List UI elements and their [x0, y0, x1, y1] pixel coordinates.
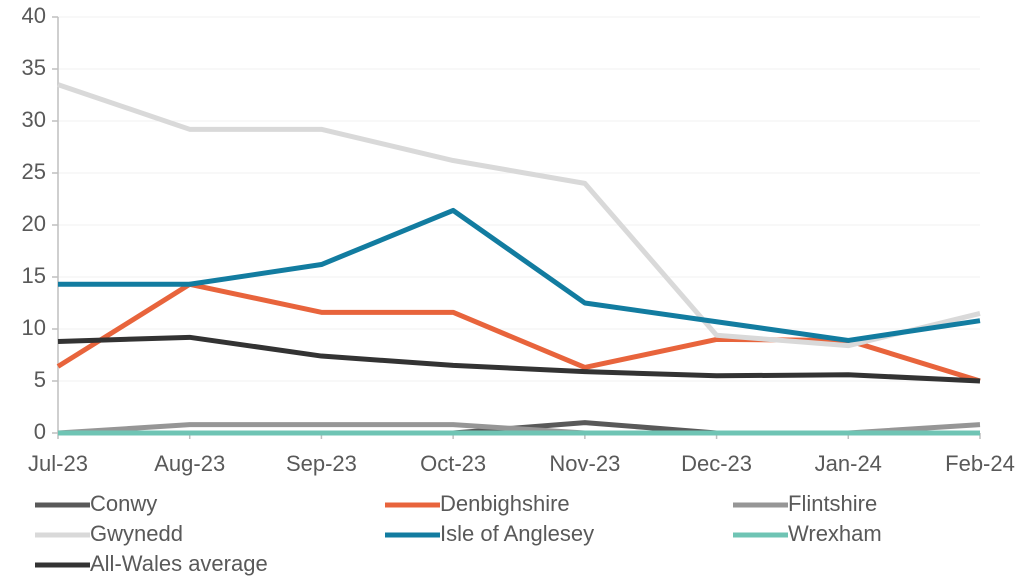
x-tick-label: Jul-23	[28, 451, 88, 476]
y-tick-label: 35	[22, 55, 46, 80]
legend-label: Wrexham	[788, 521, 882, 546]
x-tick-label: Sep-23	[286, 451, 357, 476]
y-tick-label: 10	[22, 315, 46, 340]
y-tick-label: 15	[22, 263, 46, 288]
x-tick-label: Oct-23	[420, 451, 486, 476]
x-tick-label: Dec-23	[681, 451, 752, 476]
legend-label: Isle of Anglesey	[440, 521, 594, 546]
x-tick-label: Aug-23	[154, 451, 225, 476]
y-tick-label: 30	[22, 107, 46, 132]
series-line	[58, 207, 981, 343]
legend-label: Flintshire	[788, 491, 877, 516]
x-tick-label: Jan-24	[815, 451, 882, 476]
legend-label: All-Wales average	[90, 551, 268, 576]
series-line	[57, 334, 981, 384]
y-tick-label: 40	[22, 3, 46, 28]
legend-label: Gwynedd	[90, 521, 183, 546]
x-tick-label: Nov-23	[549, 451, 620, 476]
y-tick-label: 0	[34, 419, 46, 444]
series-line	[56, 281, 981, 384]
x-tick-label: Feb-24	[945, 451, 1015, 476]
series-line	[57, 82, 981, 349]
y-tick-label: 25	[22, 159, 46, 184]
legend-label: Conwy	[90, 491, 157, 516]
legend-label: Denbighshire	[440, 491, 570, 516]
y-tick-label: 5	[34, 367, 46, 392]
y-tick-label: 20	[22, 211, 46, 236]
